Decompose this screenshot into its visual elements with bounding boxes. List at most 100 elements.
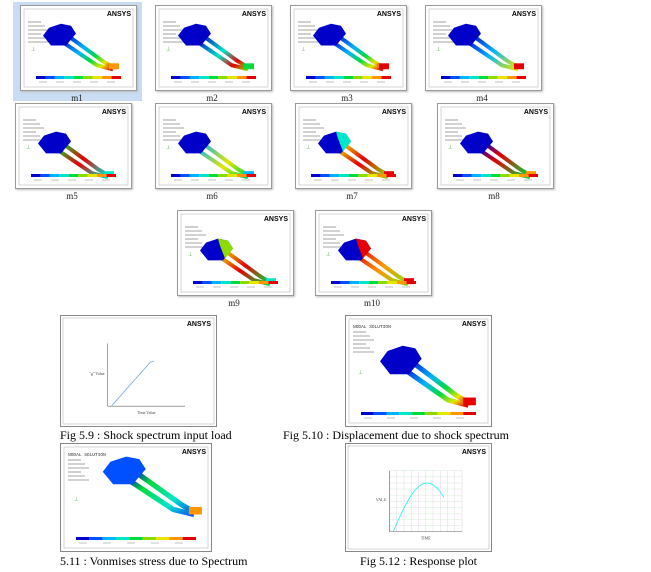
contour-legend-swatch: [180, 174, 190, 177]
contour-legend-swatch: [189, 174, 200, 177]
body-mesh-gradient: [336, 131, 351, 152]
body-mesh: [43, 23, 76, 46]
axis-triad-icon: ⊥: [326, 251, 330, 257]
contour-legend-swatch: [249, 281, 260, 284]
arm-lower: [398, 364, 469, 408]
thumbnail-label: m1: [71, 93, 83, 103]
contour-legend-swatch: [218, 174, 228, 177]
contour-legend-swatch: [208, 174, 219, 177]
ansys-logo: ANSYS: [524, 109, 548, 116]
ansys-logo: ANSYS: [102, 109, 126, 116]
contour-legend-swatch: [349, 281, 360, 284]
body-mesh: [102, 456, 146, 485]
figure-response-plot: ANSYS VALU TIME: [345, 443, 492, 552]
contour-legend-swatch: [490, 174, 501, 177]
axis-triad-icon: ⊥: [166, 144, 170, 150]
contour-legend-swatch: [129, 537, 143, 540]
caption-fig-5-9: Fig 5.9 : Shock spectrum input load: [60, 428, 232, 442]
ansys-logo: ANSYS: [264, 216, 288, 223]
contour-legend-swatch: [92, 76, 103, 79]
thumbnail-label: m9: [228, 298, 240, 308]
contour-legend-swatch: [76, 537, 90, 540]
contour-legend-swatch: [311, 174, 321, 177]
contour-legend-swatch: [73, 76, 84, 79]
contour-legend-swatch: [208, 76, 219, 79]
contour-legend-swatch: [78, 174, 88, 177]
contour-legend-swatch: [68, 174, 79, 177]
figure-shock-spectrum-input: ANSYS "g" Value Time Value: [60, 315, 217, 427]
contour-legend-swatch: [381, 76, 391, 79]
contour-legend-swatch: [202, 281, 212, 284]
contour-legend-swatch: [320, 174, 330, 177]
contour-legend-swatch: [441, 76, 451, 79]
contour-legend-swatch: [171, 174, 181, 177]
mode-shape-thumbnail-m8[interactable]: ANSYS ⊥: [437, 103, 554, 189]
contour-legend-swatch: [315, 76, 325, 79]
contour-legend-swatch: [361, 412, 374, 415]
mode-shape-thumbnail-m5[interactable]: ANSYS ⊥: [15, 103, 132, 189]
contour-legend-swatch: [246, 174, 256, 177]
contour-legend-swatch: [462, 174, 472, 177]
thumbnail-label: m2: [206, 93, 218, 103]
contour-legend-swatch: [36, 76, 46, 79]
contour-legend-swatch: [362, 76, 373, 79]
mode-shape-thumbnail-m7[interactable]: ANSYS ⊥: [295, 103, 412, 189]
axis-triad-icon: ⊥: [26, 144, 30, 150]
body-mesh-gradient: [356, 238, 371, 259]
arm-lower: [192, 37, 249, 72]
tip-joint: [463, 397, 476, 406]
contour-legend-swatch: [399, 412, 413, 415]
plot-title: NODAL SOLUTION: [68, 452, 106, 458]
body-mesh-gradient: [218, 238, 233, 259]
axis-triad-icon: ⊥: [188, 251, 192, 257]
x-axis-label: TIME: [421, 536, 431, 541]
axis-triad-icon: ⊥: [74, 497, 78, 503]
contour-legend-swatch: [372, 76, 382, 79]
contour-legend-swatch: [471, 174, 482, 177]
axis-triad-icon: ⊥: [448, 144, 452, 150]
contour-legend-swatch: [116, 537, 130, 540]
mode-shape-thumbnail-m4[interactable]: ANSYS ⊥: [425, 5, 542, 91]
mode-shape-thumbnail-m6[interactable]: ANSYS ⊥: [155, 103, 272, 189]
contour-legend-swatch: [102, 76, 112, 79]
contour-legend-swatch: [329, 174, 340, 177]
contour-legend-swatch: [106, 174, 116, 177]
arm-lower: [327, 37, 384, 72]
contour-legend-swatch: [237, 174, 247, 177]
contour-legend-swatch: [230, 281, 241, 284]
thumbnail-label: m10: [363, 298, 380, 308]
contour-legend-swatch: [450, 412, 464, 415]
mode-shape-thumbnail-m10[interactable]: ANSYS ⊥: [315, 210, 432, 296]
mode-shape-thumbnail-m1[interactable]: ANSYS ⊥: [20, 5, 137, 91]
thumbnail-label: m4: [476, 93, 488, 103]
contour-legend-swatch: [171, 76, 181, 79]
figure-vonmises-stress: ANSYS NODAL SOLUTION ⊥: [60, 443, 212, 552]
contour-legend-swatch: [180, 76, 190, 79]
contour-legend-swatch: [368, 281, 379, 284]
contour-legend-swatch: [54, 76, 65, 79]
contour-legend-swatch: [45, 76, 55, 79]
ansys-logo: ANSYS: [377, 11, 401, 18]
body-mesh: [178, 23, 211, 46]
contour-legend-swatch: [221, 281, 231, 284]
contour-legend-swatch: [156, 537, 170, 540]
contour-legend-swatch: [348, 174, 359, 177]
axis-triad-icon: ⊥: [359, 370, 363, 376]
axis-triad-icon: ⊥: [166, 46, 170, 52]
contour-legend-swatch: [240, 281, 250, 284]
contour-legend-swatch: [227, 174, 238, 177]
contour-legend-swatch: [481, 174, 491, 177]
tip-joint: [109, 63, 119, 70]
body-mesh: [38, 131, 71, 154]
contour-legend-swatch: [343, 76, 354, 79]
body-mesh: [380, 345, 422, 375]
contour-legend-swatch: [367, 174, 378, 177]
contour-legend-swatch: [334, 76, 344, 79]
mode-shape-thumbnail-m9[interactable]: ANSYS ⊥: [177, 210, 294, 296]
mode-shape-thumbnail-m3[interactable]: ANSYS ⊥: [290, 5, 407, 91]
arm-lower: [122, 474, 195, 518]
x-axis-label: Time Value: [137, 410, 156, 415]
thumbnail-label: m7: [346, 191, 358, 201]
mode-shape-thumbnail-m2[interactable]: ANSYS ⊥: [155, 5, 272, 91]
